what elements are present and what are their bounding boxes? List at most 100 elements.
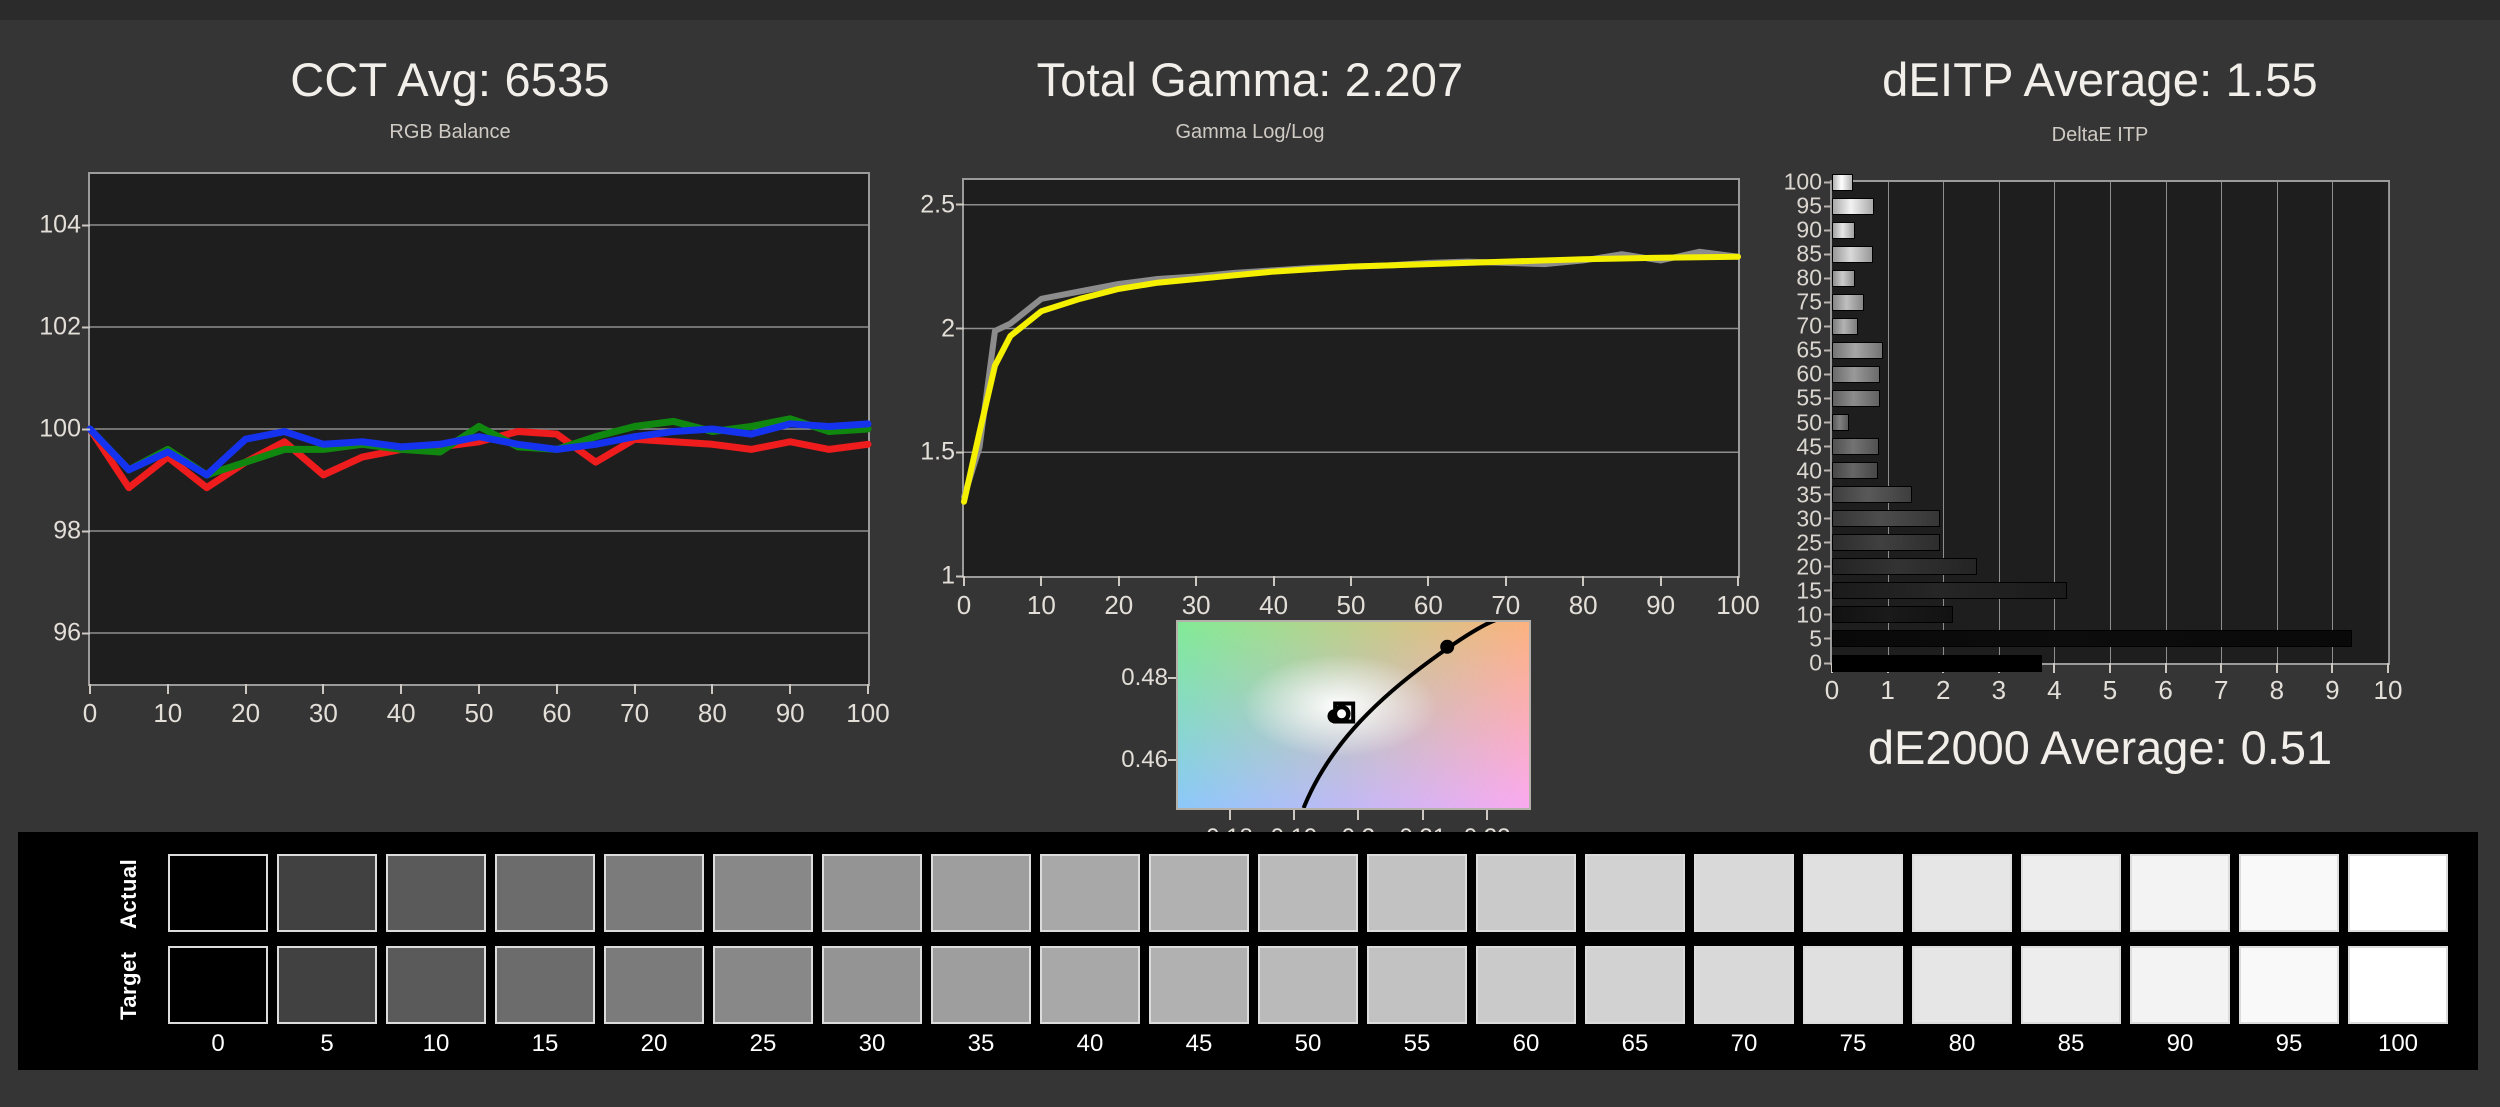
actual-patch[interactable]: [2348, 854, 2448, 932]
rgb-x-tick-mark: [400, 684, 403, 694]
gamma-x-tick-mark: [1427, 576, 1430, 586]
table-row[interactable]: [1832, 630, 2352, 648]
target-patch[interactable]: [1585, 946, 1685, 1024]
table-row[interactable]: [1832, 341, 1883, 359]
target-patch[interactable]: [1476, 946, 1576, 1024]
deltae-y-tick: 5: [1809, 625, 1832, 652]
gamma-x-tick-mark: [1350, 576, 1352, 586]
table-row[interactable]: [1832, 269, 1855, 287]
target-patch[interactable]: [2239, 946, 2339, 1024]
actual-patch[interactable]: [1912, 854, 2012, 932]
rgb-x-tick: 100: [846, 698, 890, 728]
actual-patch[interactable]: [822, 854, 922, 932]
gamma-y-tick: 2.5: [920, 190, 964, 219]
cie-x-tick-mark: [1486, 810, 1489, 820]
actual-patch[interactable]: [1040, 854, 1140, 932]
deltae-gridline: [1998, 182, 2000, 663]
patch-level-label: 85: [2057, 1030, 2085, 1057]
deltae-itp-plot[interactable]: 0 1 2 3 4 5 6 7 8 9 10 0 5 10 15 20 25 30 35 40 45 50 55 60 65 70…: [1784, 169, 2403, 706]
table-row[interactable]: [1832, 197, 1875, 215]
actual-patch[interactable]: [1258, 854, 1358, 932]
gamma-x-tick: 50: [1336, 590, 1366, 620]
cie-y-axis: 0.46 0.48: [1076, 620, 1176, 810]
table-row[interactable]: [1832, 606, 1954, 624]
target-patch[interactable]: [1912, 946, 2012, 1024]
gamma-x-tick-mark: [1659, 576, 1662, 586]
target-patch[interactable]: [1803, 946, 1903, 1024]
deltae-x-tick-mark: [2220, 663, 2223, 673]
deltae-x-tick: 1: [1880, 675, 1895, 705]
gamma-loglog-plot[interactable]: 1 1.5 2 2.5 0 10 20 30 40 50 60 70 80 90 100: [920, 178, 1760, 620]
actual-patch[interactable]: [495, 854, 595, 932]
table-row[interactable]: [1832, 462, 1879, 480]
deltae-x-tick: 10: [2373, 675, 2403, 705]
deltae-y-tick: 0: [1809, 650, 1832, 677]
target-patch[interactable]: [2130, 946, 2230, 1024]
actual-patch[interactable]: [277, 854, 377, 932]
rgb-x-tick-mark: [555, 684, 558, 694]
actual-patch[interactable]: [1149, 854, 1249, 932]
actual-patch[interactable]: [931, 854, 1031, 932]
table-row[interactable]: [1832, 582, 2067, 600]
actual-patch[interactable]: [1694, 854, 1794, 932]
actual-patch[interactable]: [168, 854, 268, 932]
target-patch[interactable]: [931, 946, 1031, 1024]
gamma-chart-title: Gamma Log/Log: [1175, 121, 1325, 143]
target-patch[interactable]: [1040, 946, 1140, 1024]
cie-y-tick-mark: [1168, 676, 1176, 679]
actual-patch[interactable]: [1585, 854, 1685, 932]
target-patch[interactable]: [822, 946, 922, 1024]
table-row[interactable]: [1832, 438, 1879, 456]
table-row[interactable]: [1832, 534, 1940, 552]
patch-level-label: 10: [422, 1030, 450, 1057]
target-patch[interactable]: [1694, 946, 1794, 1024]
target-patch[interactable]: [2021, 946, 2121, 1024]
gamma-x-tick: 0: [956, 590, 972, 620]
deltae-y-tick: 95: [1796, 193, 1832, 220]
rgb-x-tick: 80: [697, 698, 727, 728]
table-row[interactable]: [1832, 654, 2043, 672]
actual-patch[interactable]: [1803, 854, 1903, 932]
gamma-x-tick: 90: [1646, 590, 1676, 620]
rgb-balance-plot[interactable]: 96 98 100 102 104 0 10 20 30 40 50 60 70 80 90 100: [39, 172, 890, 728]
table-row[interactable]: [1832, 414, 1850, 431]
actual-patch[interactable]: [2239, 854, 2339, 932]
cie-chromaticity-plot[interactable]: [1176, 620, 1531, 810]
target-patch[interactable]: [1149, 946, 1249, 1024]
actual-patch[interactable]: [713, 854, 813, 932]
deltae-gridline: [1943, 182, 1945, 663]
table-row[interactable]: [1832, 389, 1880, 407]
target-patch[interactable]: [713, 946, 813, 1024]
actual-patch[interactable]: [1367, 854, 1467, 932]
table-row[interactable]: [1832, 317, 1858, 335]
target-patch[interactable]: [168, 946, 268, 1024]
deitp-average-headline: dEITP Average: 1.55: [1882, 53, 2318, 106]
deltae-gridline: [2054, 182, 2056, 663]
target-patch[interactable]: [495, 946, 595, 1024]
rgb-x-tick: 50: [464, 698, 494, 728]
table-row[interactable]: [1832, 510, 1940, 528]
target-patch[interactable]: [604, 946, 704, 1024]
actual-patch[interactable]: [2021, 854, 2121, 932]
gamma-x-tick-mark: [1117, 576, 1120, 586]
table-row[interactable]: [1832, 293, 1865, 311]
actual-patch[interactable]: [1476, 854, 1576, 932]
deltae-x-tick: 9: [2325, 675, 2340, 705]
target-patch[interactable]: [2348, 946, 2448, 1024]
table-row[interactable]: [1832, 558, 1977, 576]
actual-patch[interactable]: [2130, 854, 2230, 932]
table-row[interactable]: [1832, 365, 1880, 383]
target-patch[interactable]: [277, 946, 377, 1024]
actual-patch[interactable]: [604, 854, 704, 932]
target-patch[interactable]: [1367, 946, 1467, 1024]
target-patch[interactable]: [1258, 946, 1358, 1024]
target-patch[interactable]: [386, 946, 486, 1024]
actual-patch[interactable]: [386, 854, 486, 932]
patch-level-label: 65: [1621, 1030, 1649, 1057]
table-row[interactable]: [1832, 221, 1856, 239]
table-row[interactable]: [1832, 245, 1873, 263]
rgb-x-tick: 90: [775, 698, 805, 728]
table-row[interactable]: [1832, 486, 1912, 504]
table-row[interactable]: [1832, 173, 1854, 191]
